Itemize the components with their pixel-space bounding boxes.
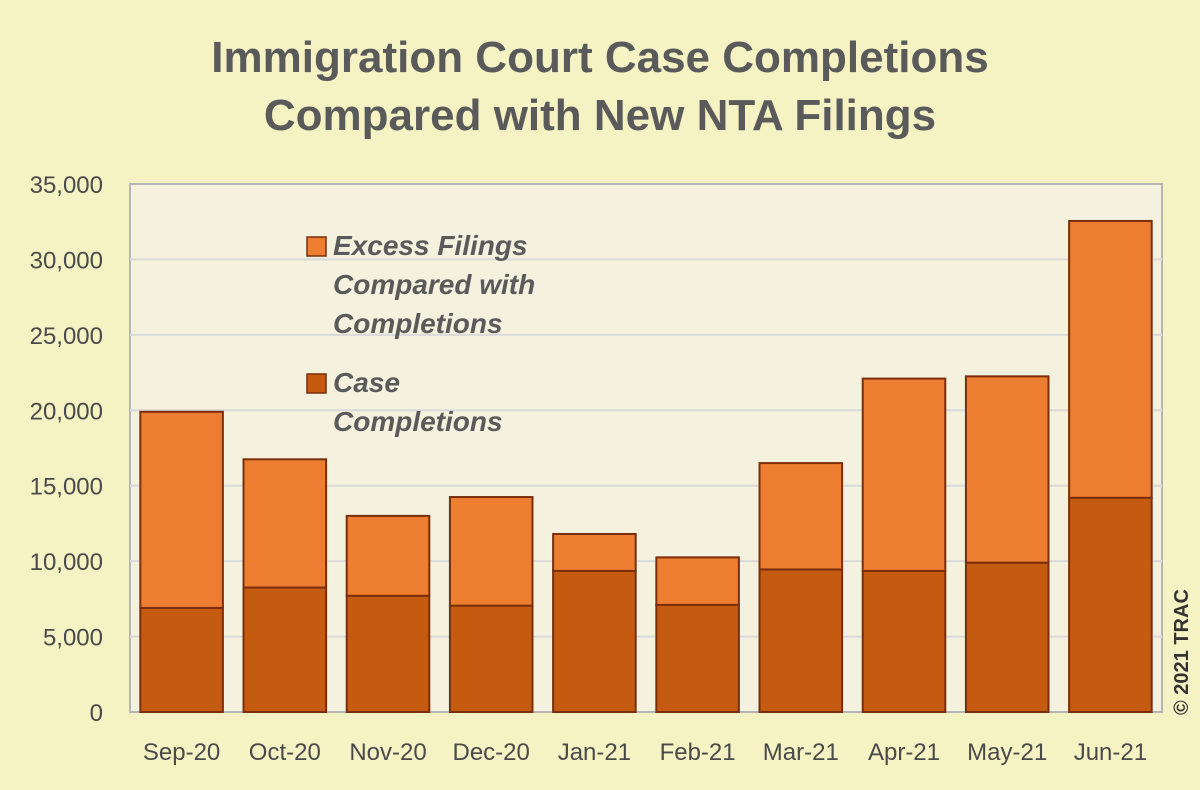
bar-excess-filings	[139, 410, 224, 609]
legend: Excess Filings Compared with Completions…	[306, 230, 535, 437]
bar-excess-filings	[861, 377, 947, 572]
y-tick-label: 5,000	[43, 625, 103, 652]
legend-label-completions-line-1: Case	[333, 367, 400, 398]
bars	[139, 219, 1153, 714]
y-tick-label: 25,000	[30, 323, 103, 350]
bar-excess-filings	[552, 532, 637, 572]
bar-case-completions	[139, 606, 224, 713]
copyright-text: © 2021 TRAC	[1171, 589, 1193, 715]
x-tick-label: Mar-21	[763, 739, 839, 766]
x-tick-label: Dec-20	[453, 739, 530, 766]
x-tick-label: Feb-21	[660, 739, 736, 766]
y-tick-label: 15,000	[30, 474, 103, 501]
bar-case-completions	[758, 568, 844, 713]
chart-title-line-2: Compared with New NTA Filings	[264, 91, 936, 140]
x-tick-label: Apr-21	[868, 739, 940, 766]
y-tick-label: 20,000	[30, 398, 103, 425]
x-tick-label: Jan-21	[558, 739, 631, 766]
legend-label-excess-line-2: Compared with	[333, 269, 535, 300]
bar-case-completions	[964, 561, 1050, 713]
bar-case-completions	[242, 586, 328, 713]
legend-label-completions-line-2: Completions	[333, 406, 503, 437]
bar-case-completions	[552, 569, 637, 713]
y-tick-label: 35,000	[30, 172, 103, 199]
y-tick-label: 10,000	[30, 549, 103, 576]
y-axis-ticks: 0 5,000 10,000 15,000 20,000 25,000 30,000 35,0…	[30, 172, 103, 727]
bar-case-completions	[1068, 496, 1153, 714]
bar-case-completions	[861, 569, 947, 713]
bar-excess-filings	[655, 556, 740, 606]
bar-excess-filings	[242, 458, 328, 589]
x-tick-label: Oct-20	[249, 739, 321, 766]
bar-case-completions	[448, 604, 534, 713]
y-tick-label: 0	[90, 700, 103, 727]
legend-label-excess-line-1: Excess Filings	[333, 230, 528, 261]
legend-swatch-excess-filings	[306, 236, 327, 257]
x-tick-label: Nov-20	[349, 739, 426, 766]
bar-excess-filings	[758, 462, 844, 571]
chart-title-line-1: Immigration Court Case Completions	[211, 33, 988, 82]
legend-label-excess-line-3: Completions	[333, 308, 503, 339]
bar-excess-filings	[964, 375, 1050, 564]
x-tick-label: May-21	[967, 739, 1047, 766]
x-tick-label: Jun-21	[1074, 739, 1147, 766]
legend-swatch-case-completions	[306, 373, 327, 394]
x-axis-ticks: Sep-20 Oct-20 Nov-20 Dec-20 Jan-21 Feb-21 Mar-…	[143, 739, 1147, 766]
x-tick-label: Sep-20	[143, 739, 220, 766]
bar-excess-filings	[1068, 219, 1153, 499]
y-tick-label: 30,000	[30, 247, 103, 274]
bar-excess-filings	[448, 496, 534, 607]
bar-excess-filings	[345, 514, 431, 597]
bar-case-completions	[345, 594, 431, 714]
bar-case-completions	[655, 603, 740, 713]
